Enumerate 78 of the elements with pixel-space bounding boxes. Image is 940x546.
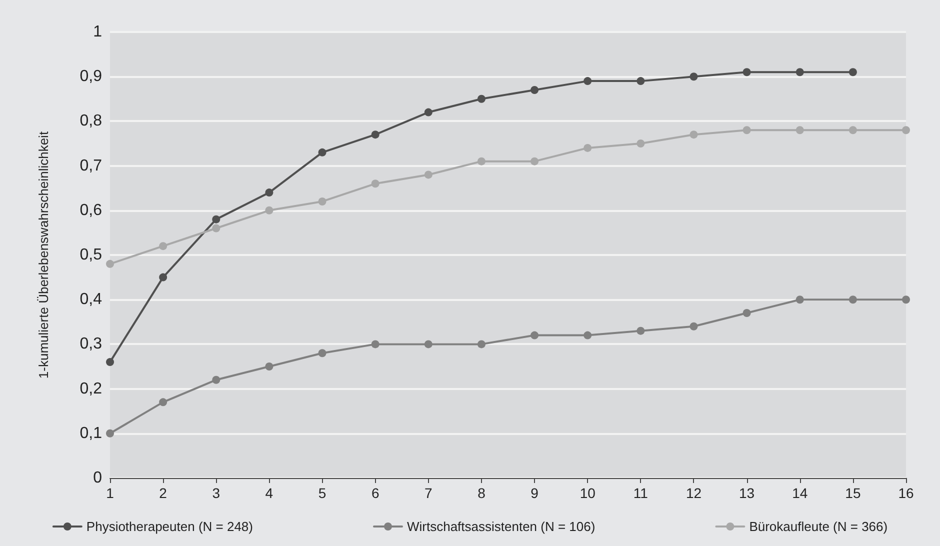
point [584,144,592,152]
y-tick-label: 0,8 [80,112,102,130]
point [636,326,645,335]
point [796,126,804,134]
legend-label: Physiotherapeuten (N = 248) [86,519,253,534]
point [530,331,539,340]
x-tick-label: 12 [686,485,702,501]
x-tick-label: 4 [265,485,274,501]
x-tick-label: 16 [898,485,914,501]
point [530,86,539,94]
x-tick-label: 2 [159,485,168,501]
point [530,157,539,166]
point [742,308,751,317]
point [159,242,168,250]
point [584,77,592,86]
x-tick-label: 3 [212,485,220,501]
x-tick-label: 9 [530,485,539,501]
point [371,340,380,348]
x-tick-label: 8 [478,485,486,501]
y-tick-label: 0,7 [80,157,102,174]
y-tick-label: 0,3 [80,336,102,353]
point [584,331,592,340]
y-tick-label: 0,9 [80,68,102,86]
legend-label: Bürokaufleute (N = 366) [749,519,888,534]
point [636,140,645,148]
point [318,349,326,358]
point [106,429,114,438]
x-tick-label: 13 [739,485,755,501]
point [424,108,432,116]
point [848,126,857,134]
point [796,68,804,76]
point [902,296,910,304]
point [265,362,274,370]
point [212,215,220,224]
point [424,170,432,179]
point [636,77,645,86]
point [796,296,804,304]
y-tick-label: 0 [93,470,102,486]
point [212,376,220,384]
point [690,72,698,81]
point [318,148,326,156]
point [742,126,751,134]
x-tick-label: 1 [106,485,114,501]
y-tick-label: 0,6 [80,202,102,219]
point [265,188,274,197]
x-tick-label: 7 [424,485,432,501]
point [902,126,910,134]
x-tick-label: 10 [580,485,596,501]
point [212,224,220,232]
point [424,340,432,348]
legend-label: Wirtschaftsassistenten (N = 106) [406,519,596,534]
point [106,358,114,366]
point [848,68,857,76]
point [265,206,274,214]
y-tick-label: 0,5 [80,246,102,264]
point [371,130,380,139]
point [106,260,114,268]
point [318,197,326,206]
point [477,340,486,348]
point [690,130,698,139]
y-tick-label: 0,2 [80,380,102,398]
x-tick-label: 14 [792,485,808,501]
x-tick-label: 5 [318,485,326,501]
point [159,273,168,282]
y-tick-label: 1 [93,24,102,40]
point [742,68,751,76]
y-tick-label: 0,1 [80,424,102,442]
point [477,94,486,103]
x-tick-label: 11 [633,485,648,501]
y-tick-label: 0,4 [80,291,102,308]
x-tick-label: 15 [845,485,861,501]
y-axis-title: 1-kumulierte Überlebenswahrscheinlichkeit [36,131,51,379]
point [690,322,698,330]
point [371,180,380,188]
x-tick-label: 6 [371,485,380,501]
point [477,157,486,166]
point [848,296,857,304]
point [159,398,168,406]
